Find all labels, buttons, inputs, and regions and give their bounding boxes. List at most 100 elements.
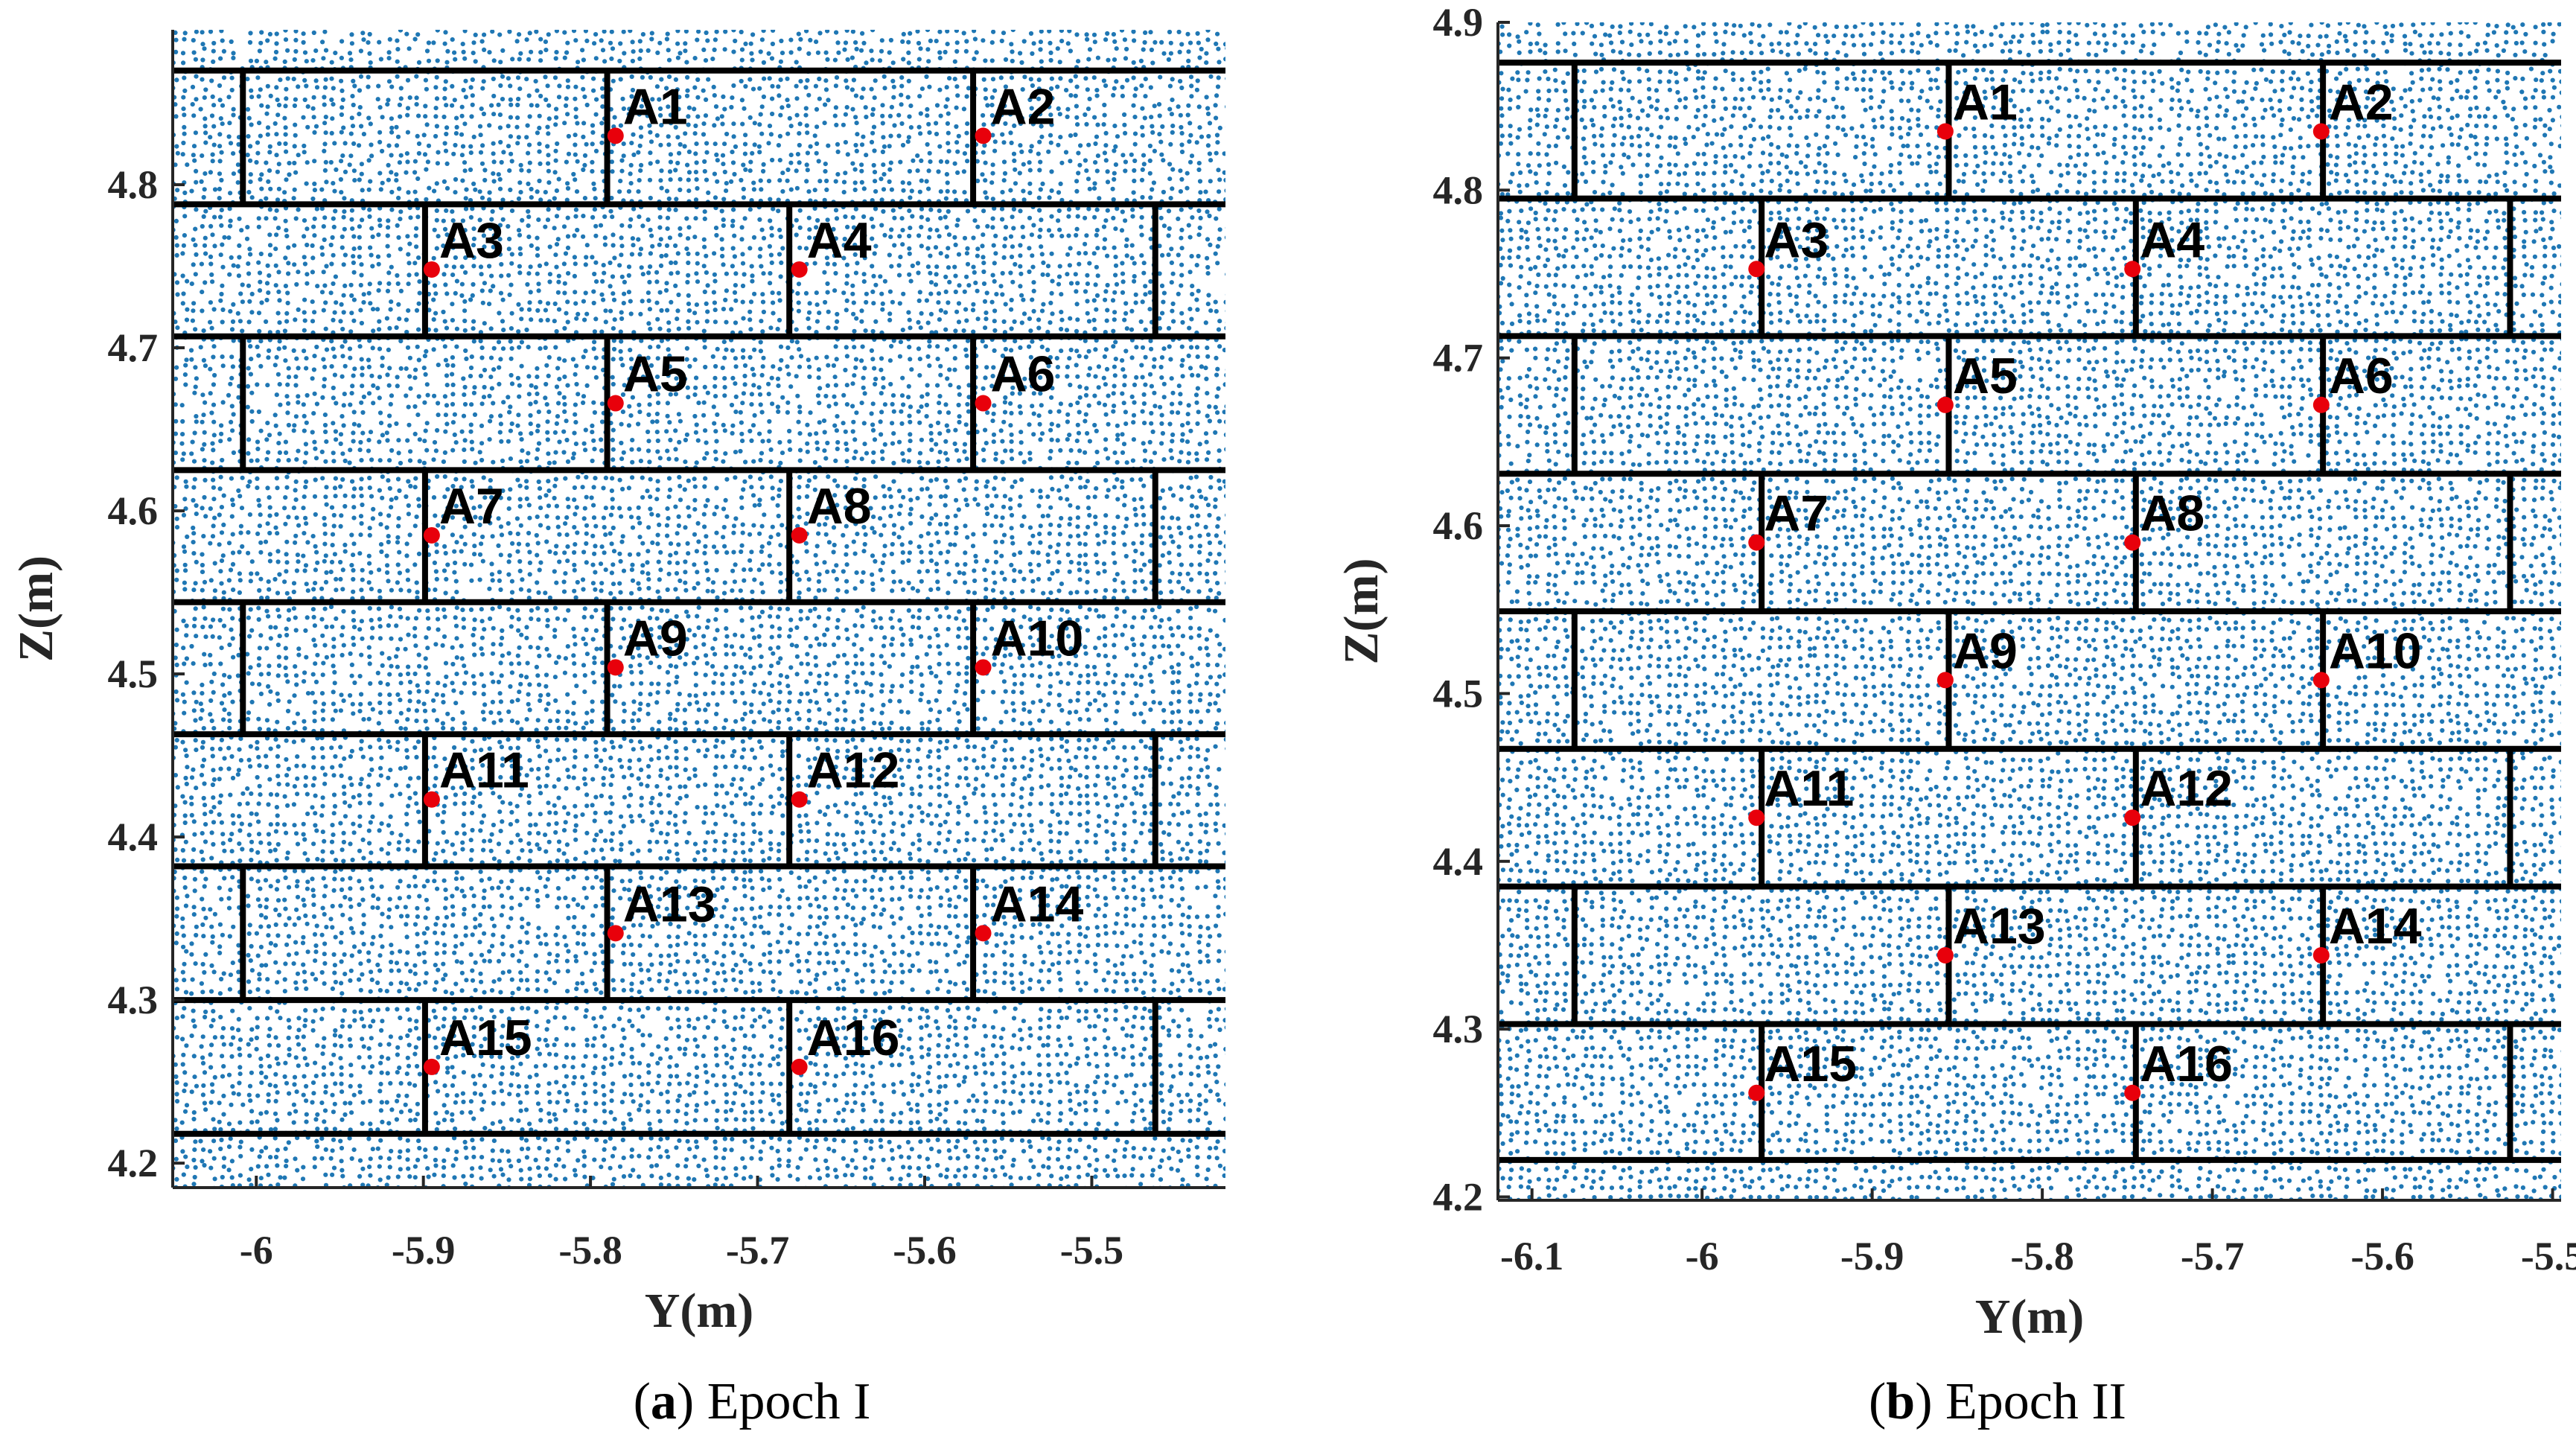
cloud-point <box>915 261 921 266</box>
cloud-point <box>591 88 596 93</box>
cloud-point <box>714 485 719 491</box>
cloud-point <box>808 144 813 149</box>
cloud-point <box>678 226 683 231</box>
cloud-point <box>887 289 893 294</box>
cloud-point <box>654 430 660 435</box>
cloud-point <box>407 241 412 246</box>
cloud-point <box>854 316 859 321</box>
cloud-point <box>1143 30 1148 36</box>
cloud-point <box>1179 42 1185 47</box>
cloud-point <box>1124 460 1129 465</box>
cloud-point <box>377 105 383 110</box>
cloud-point <box>1140 167 1145 172</box>
cloud-point <box>743 459 748 465</box>
cloud-point <box>302 310 307 315</box>
cloud-point <box>265 132 270 137</box>
cloud-point <box>1008 112 1013 117</box>
cloud-point <box>1120 479 1125 484</box>
cloud-point <box>654 270 660 275</box>
cloud-point <box>351 430 356 436</box>
cloud-point <box>850 106 855 112</box>
cloud-point <box>267 144 272 149</box>
cloud-point <box>712 308 718 313</box>
cloud-point <box>1029 144 1034 149</box>
cloud-point <box>1141 401 1147 407</box>
cloud-point <box>852 187 858 193</box>
cloud-point <box>517 57 522 62</box>
cloud-point <box>203 124 208 129</box>
cloud-point <box>1167 226 1172 232</box>
cloud-point <box>706 190 711 195</box>
cloud-point <box>182 214 188 219</box>
cloud-point <box>350 383 355 389</box>
cloud-point <box>1058 401 1063 407</box>
cloud-point <box>194 414 199 419</box>
cloud-point <box>546 103 552 108</box>
cloud-point <box>600 48 606 53</box>
cloud-point <box>927 130 932 136</box>
cloud-point <box>992 486 997 491</box>
cloud-point <box>240 328 245 334</box>
cloud-point <box>1019 149 1024 154</box>
cloud-point <box>1027 316 1032 322</box>
cloud-point <box>724 188 729 194</box>
cloud-point <box>341 403 346 408</box>
cloud-point <box>648 130 653 135</box>
cloud-point <box>1000 459 1005 465</box>
cloud-point <box>1132 158 1138 164</box>
cloud-point <box>282 190 287 195</box>
cloud-point <box>414 244 419 249</box>
cloud-point <box>1001 159 1007 165</box>
cloud-point <box>925 392 930 397</box>
cloud-point <box>181 140 186 146</box>
cloud-point <box>313 124 319 129</box>
cloud-point <box>479 106 484 112</box>
cloud-point <box>1077 448 1083 453</box>
cloud-point <box>1115 206 1120 211</box>
cloud-point <box>730 375 736 380</box>
cloud-point <box>908 125 914 130</box>
cloud-point <box>862 391 867 396</box>
cloud-point <box>203 251 208 256</box>
cloud-point <box>433 310 439 316</box>
cloud-point <box>452 98 457 103</box>
cloud-point <box>850 381 855 386</box>
cloud-point <box>284 96 289 101</box>
cloud-point <box>436 150 441 155</box>
cloud-point <box>538 197 543 203</box>
cloud-point <box>890 421 895 426</box>
cloud-point <box>1120 290 1126 295</box>
cloud-point <box>389 497 394 503</box>
cloud-point <box>565 245 571 250</box>
cloud-point <box>509 421 514 427</box>
cloud-point <box>655 50 660 55</box>
cloud-point <box>1036 77 1042 83</box>
cloud-point <box>249 357 254 362</box>
cloud-point <box>557 83 562 89</box>
cloud-point <box>1083 412 1088 417</box>
cloud-point <box>266 450 271 455</box>
cloud-point <box>849 55 855 60</box>
cloud-point <box>1193 474 1199 480</box>
cloud-point <box>989 383 995 389</box>
cloud-point <box>905 95 911 100</box>
cloud-point <box>742 363 748 369</box>
cloud-point <box>385 102 390 107</box>
cloud-point <box>900 39 905 45</box>
cloud-point <box>759 450 765 456</box>
cloud-point <box>275 485 280 491</box>
cloud-point <box>1010 30 1016 33</box>
cloud-point <box>797 404 803 410</box>
cloud-point <box>1149 115 1154 120</box>
cloud-point <box>1008 401 1013 407</box>
cloud-point <box>906 459 911 464</box>
cloud-point <box>751 187 757 192</box>
cloud-point <box>694 177 699 182</box>
cloud-point <box>1000 270 1005 276</box>
cloud-point <box>431 297 436 302</box>
cloud-point <box>472 412 478 418</box>
cloud-point <box>1028 31 1034 36</box>
cloud-point <box>610 169 615 174</box>
cloud-point <box>715 179 720 184</box>
cloud-point <box>1065 114 1070 119</box>
